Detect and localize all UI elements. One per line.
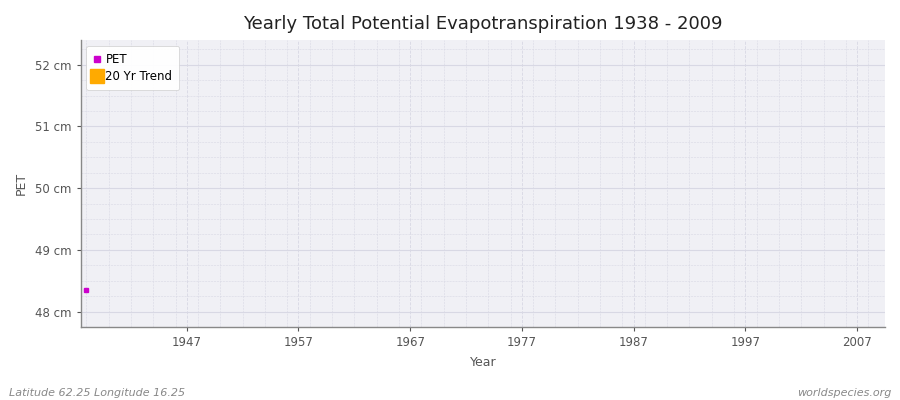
Y-axis label: PET: PET bbox=[15, 172, 28, 195]
Legend: PET, 20 Yr Trend: PET, 20 Yr Trend bbox=[86, 46, 179, 90]
Text: Latitude 62.25 Longitude 16.25: Latitude 62.25 Longitude 16.25 bbox=[9, 388, 185, 398]
Text: worldspecies.org: worldspecies.org bbox=[796, 388, 891, 398]
Title: Yearly Total Potential Evapotranspiration 1938 - 2009: Yearly Total Potential Evapotranspiratio… bbox=[243, 15, 723, 33]
X-axis label: Year: Year bbox=[470, 356, 496, 369]
